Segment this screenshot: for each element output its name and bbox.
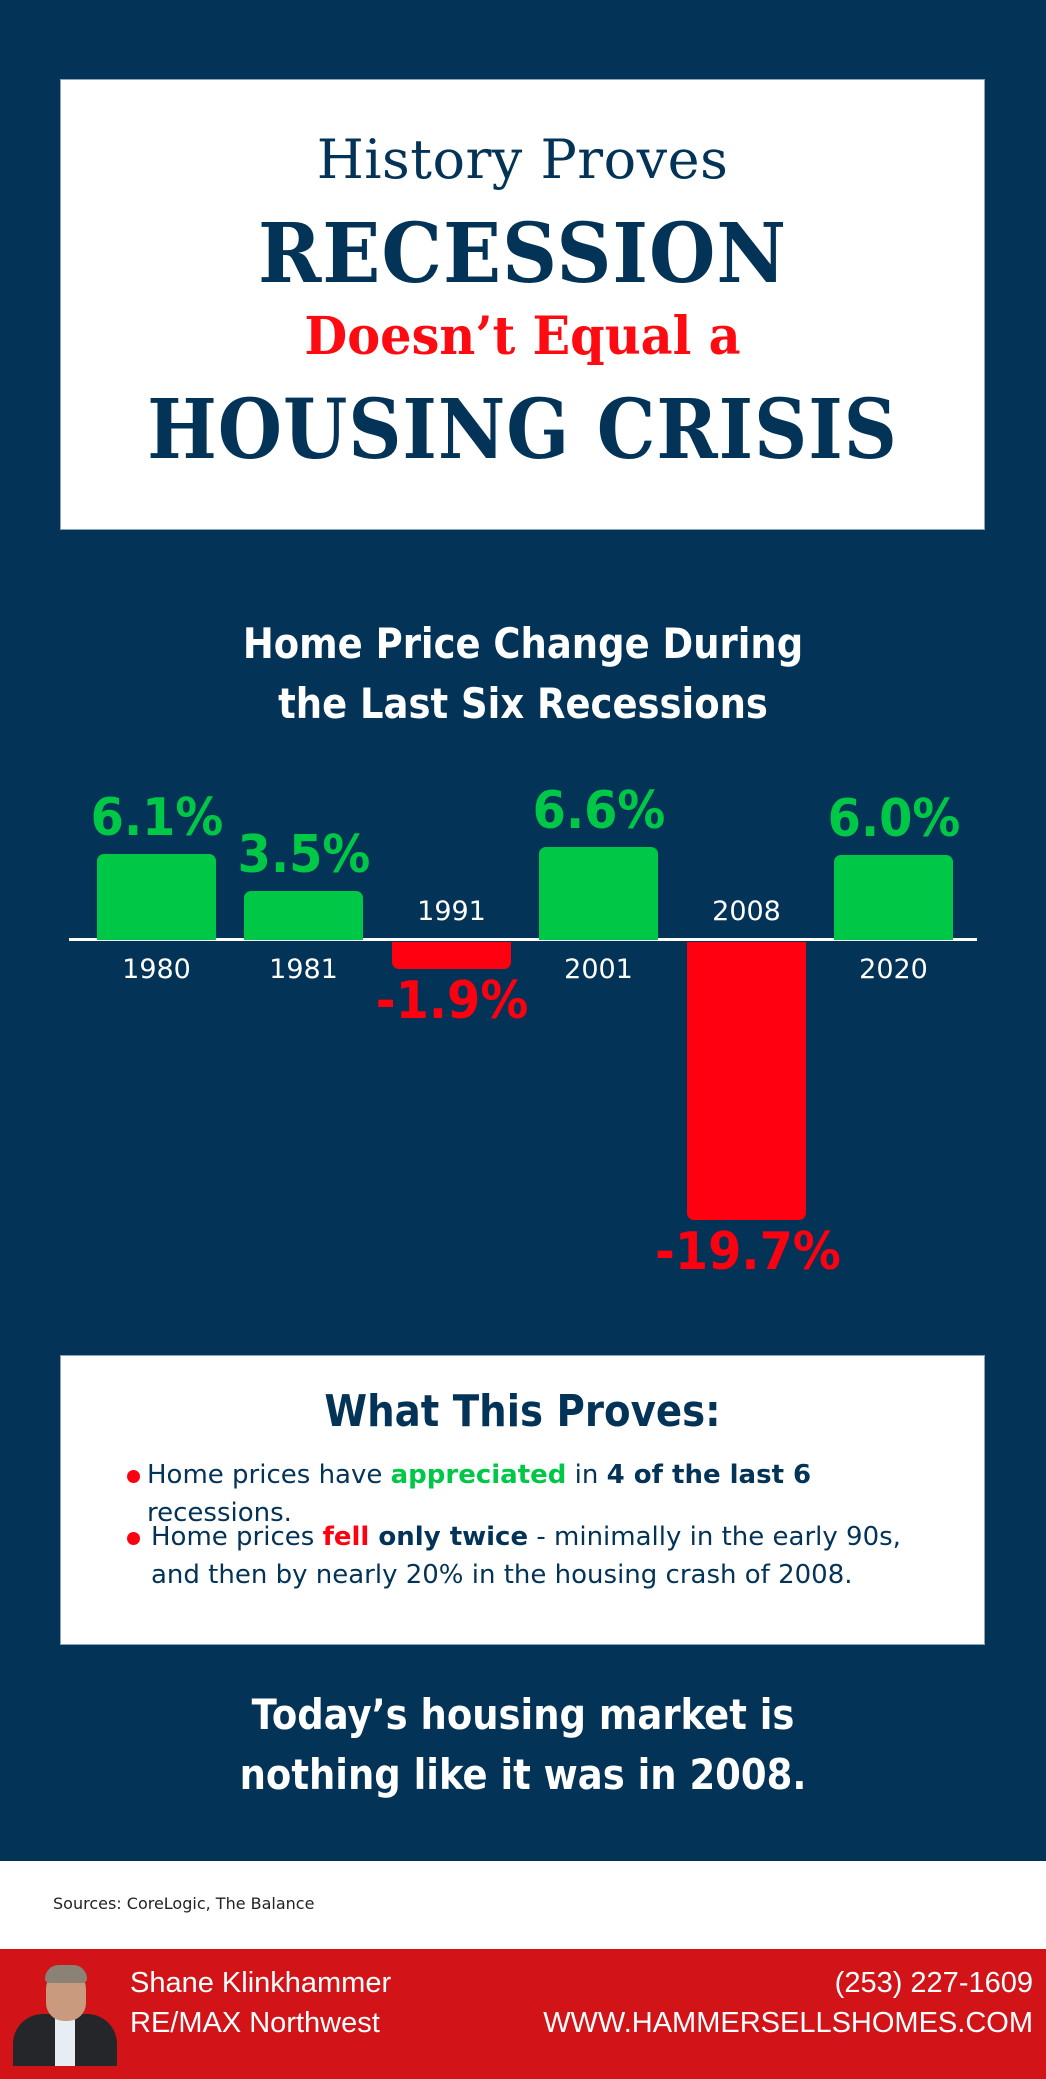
proves-card: What This Proves: Home prices have appre… — [60, 1355, 985, 1645]
agent-photo — [13, 1963, 117, 2066]
bar-1981 — [244, 891, 363, 940]
bullet-text: Home prices fell only twice - minimally … — [151, 1522, 901, 1590]
agent-website-link[interactable]: WWW.HAMMERSELLSHOMES.COM — [543, 2007, 1033, 2039]
bullet-fell-twice: Home prices fell only twice - minimally … — [127, 1518, 944, 1594]
bar-1991 — [392, 942, 511, 969]
chart-title-line2: the Last Six Recessions — [278, 679, 768, 728]
title-recession: RECESSION — [258, 206, 787, 302]
value-label-1991: -1.9% — [375, 971, 528, 1031]
highlight-4-of-6: 4 of the last 6 — [606, 1460, 812, 1490]
year-label-1991: 1991 — [417, 896, 486, 927]
highlight-only-twice: only twice — [369, 1522, 529, 1552]
value-label-2008: -19.7% — [654, 1222, 841, 1282]
title-history-proves: History Proves — [316, 128, 729, 191]
value-label-1981: 3.5% — [237, 825, 370, 885]
bar-2020 — [834, 855, 953, 940]
agent-company: RE/MAX Northwest — [130, 2007, 380, 2039]
year-label-1981: 1981 — [269, 954, 338, 985]
highlight-appreciated: appreciated — [390, 1460, 567, 1490]
highlight-fell: fell — [322, 1522, 370, 1552]
conclusion-line1: Today’s housing market is — [251, 1690, 795, 1739]
bar-2001 — [539, 847, 658, 940]
year-label-2001: 2001 — [564, 954, 633, 985]
proves-title: What This Proves: — [324, 1386, 721, 1437]
bar-2008 — [687, 942, 806, 1220]
conclusion-line2: nothing like it was in 2008. — [239, 1750, 807, 1799]
year-label-1980: 1980 — [122, 954, 191, 985]
title-housing-crisis: HOUSING CRISIS — [147, 382, 898, 478]
chart-baseline — [69, 938, 977, 941]
sources-text: Sources: CoreLogic, The Balance — [53, 1894, 315, 1913]
title-doesnt-equal: Doesn’t Equal a — [304, 306, 741, 367]
year-label-2008: 2008 — [712, 896, 781, 927]
agent-footer: Shane Klinkhammer RE/MAX Northwest (253)… — [0, 1949, 1046, 2079]
value-label-2020: 6.0% — [827, 789, 960, 849]
chart-title-line1: Home Price Change During — [242, 619, 804, 668]
bullet-appreciated: Home prices have appreciated in 4 of the… — [127, 1456, 944, 1532]
title-card: History Proves RECESSION Doesn’t Equal a… — [60, 79, 985, 530]
chart-title: Home Price Change During the Last Six Re… — [63, 614, 983, 734]
agent-name: Shane Klinkhammer — [130, 1967, 392, 1999]
value-label-1980: 6.1% — [90, 788, 223, 848]
sources-band: Sources: CoreLogic, The Balance — [0, 1861, 1046, 1949]
value-label-2001: 6.6% — [532, 781, 665, 841]
bullet-dot-icon — [127, 1532, 140, 1545]
agent-phone[interactable]: (253) 227-1609 — [834, 1967, 1033, 1999]
bar-1980 — [97, 854, 216, 940]
year-label-2020: 2020 — [859, 954, 928, 985]
bullet-dot-icon — [127, 1470, 140, 1483]
bullet-text: Home prices have appreciated in 4 of the… — [147, 1460, 812, 1528]
conclusion-text: Today’s housing market is nothing like i… — [63, 1685, 983, 1805]
